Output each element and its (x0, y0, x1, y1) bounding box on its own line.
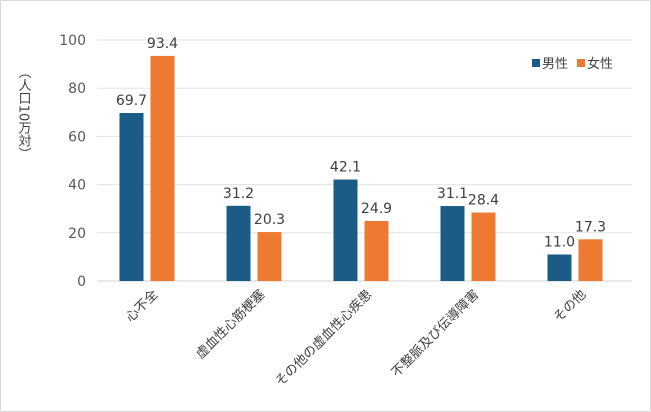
y-tick-label: 80 (68, 81, 86, 97)
bar (257, 232, 282, 281)
y-axis-label: （人口10万対） (16, 66, 32, 161)
legend-label: 男性 (542, 57, 568, 72)
data-label: 11.0 (544, 234, 575, 250)
y-tick-label: 0 (77, 274, 86, 290)
bar (333, 179, 358, 281)
legend-swatch (532, 59, 540, 67)
bar (440, 206, 465, 281)
data-label: 17.3 (575, 219, 606, 235)
y-tick-label: 40 (68, 178, 86, 194)
bar (547, 254, 572, 281)
data-label: 24.9 (361, 201, 392, 217)
category-label: 虚血性心筋梗塞 (193, 287, 269, 363)
bar (150, 55, 175, 281)
bar (578, 239, 603, 281)
data-label: 31.2 (223, 186, 254, 202)
y-tick-label: 60 (68, 129, 86, 145)
y-tick-label: 20 (68, 226, 86, 242)
bar (471, 212, 496, 281)
category-label: その他 (551, 287, 589, 325)
bar (364, 220, 389, 281)
data-label: 69.7 (116, 93, 147, 109)
data-label: 20.3 (254, 212, 285, 228)
category-label: 不整脈及び伝導障害 (388, 287, 482, 381)
bar (226, 205, 251, 281)
category-label: 心不全 (122, 287, 161, 326)
data-label: 93.4 (147, 36, 178, 52)
data-label: 28.4 (468, 193, 499, 209)
bar (119, 113, 144, 281)
data-label: 42.1 (330, 160, 361, 176)
category-label: その他の虚血性心疾患 (273, 287, 376, 390)
data-label: 31.1 (437, 186, 468, 202)
legend-label: 女性 (587, 56, 613, 72)
legend-swatch (577, 59, 585, 67)
y-tick-label: 100 (59, 33, 86, 49)
